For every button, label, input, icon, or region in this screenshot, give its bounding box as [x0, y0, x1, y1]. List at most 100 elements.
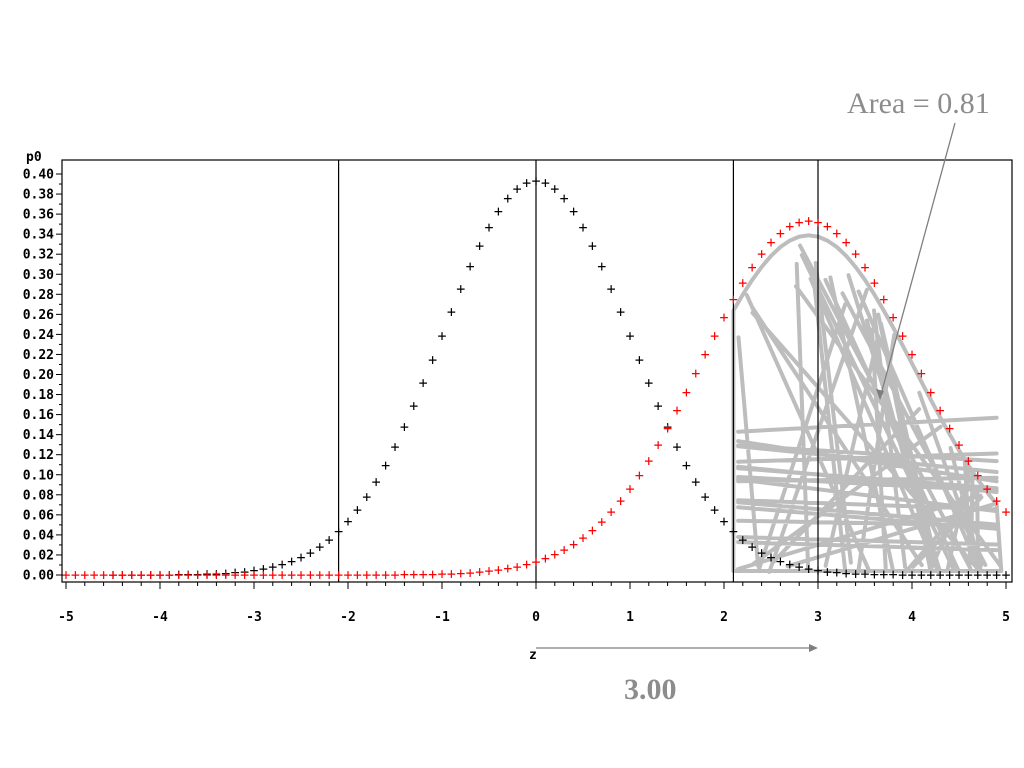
- data-point-marker: +: [917, 566, 926, 584]
- data-point-marker: +: [231, 564, 240, 582]
- data-point-marker: +: [945, 566, 954, 584]
- data-point-marker: +: [672, 402, 681, 420]
- data-point-marker: +: [362, 566, 371, 584]
- data-point-marker: +: [757, 544, 766, 562]
- data-point-marker: +: [118, 566, 127, 584]
- data-point-marker: +: [372, 473, 381, 491]
- data-point-marker: +: [860, 565, 869, 583]
- x-tick-label: 4: [908, 610, 916, 625]
- data-point-marker: +: [221, 564, 230, 582]
- shading-layer: [731, 233, 1004, 574]
- data-point-marker: +: [513, 558, 522, 576]
- data-point-marker: +: [851, 245, 860, 263]
- data-point-marker: +: [137, 566, 146, 584]
- y-tick-label: 0.36: [23, 208, 54, 223]
- data-point-marker: +: [155, 566, 164, 584]
- data-point-marker: +: [287, 566, 296, 584]
- data-point-marker: +: [654, 397, 663, 415]
- data-point-marker: +: [278, 566, 287, 584]
- data-point-marker: +: [842, 234, 851, 252]
- data-point-marker: +: [137, 566, 146, 584]
- data-point-marker: +: [607, 280, 616, 298]
- data-point-marker: +: [691, 365, 700, 383]
- data-point-marker: +: [484, 218, 493, 236]
- data-point-marker: +: [860, 259, 869, 277]
- data-point-marker: +: [456, 280, 465, 298]
- data-point-marker: +: [400, 418, 409, 436]
- x-tick-label: 3: [814, 610, 822, 625]
- data-point-marker: +: [372, 566, 381, 584]
- data-point-marker: +: [823, 563, 832, 581]
- data-point-marker: +: [278, 556, 287, 574]
- x-tick-label: -3: [246, 610, 262, 625]
- data-point-marker: +: [898, 327, 907, 345]
- data-point-marker: +: [870, 274, 879, 292]
- x-tick-label: -1: [434, 610, 450, 625]
- data-point-marker: +: [644, 452, 653, 470]
- data-point-marker: +: [832, 564, 841, 582]
- data-point-marker: +: [513, 180, 522, 198]
- data-point-marker: +: [165, 566, 174, 584]
- data-point-marker: +: [296, 566, 305, 584]
- data-point-marker: +: [61, 566, 70, 584]
- data-point-marker: +: [738, 531, 747, 549]
- data-point-marker: +: [193, 565, 202, 583]
- data-point-marker: +: [766, 234, 775, 252]
- data-point-marker: +: [240, 563, 249, 581]
- data-point-marker: +: [879, 566, 888, 584]
- y-tick-label: 0.18: [23, 388, 54, 403]
- data-point-marker: +: [174, 566, 183, 584]
- y-tick-label: 0.14: [23, 428, 54, 443]
- plot-border: [61, 159, 1013, 583]
- data-point-marker: +: [108, 566, 117, 584]
- data-point-marker: +: [804, 212, 813, 230]
- y-tick-label: 0.16: [23, 408, 54, 423]
- y-tick-label: 0.02: [23, 548, 54, 563]
- data-point-marker: +: [184, 566, 193, 584]
- data-point-marker: +: [456, 564, 465, 582]
- data-point-marker: +: [428, 565, 437, 583]
- data-point-marker: +: [362, 488, 371, 506]
- data-point-marker: +: [776, 553, 785, 571]
- data-point-marker: +: [842, 564, 851, 582]
- data-point-marker: +: [926, 566, 935, 584]
- data-point-marker: +: [503, 560, 512, 578]
- data-point-marker: +: [259, 560, 268, 578]
- data-point-marker: +: [992, 492, 1001, 510]
- data-point-marker: +: [268, 558, 277, 576]
- x-tick-label: -4: [152, 610, 168, 625]
- data-point-marker: +: [748, 259, 757, 277]
- data-point-marker: +: [691, 473, 700, 491]
- data-point-marker: +: [494, 202, 503, 220]
- data-point-marker: +: [616, 303, 625, 321]
- area-pointer-line: [879, 122, 956, 399]
- data-point-marker: +: [531, 553, 540, 571]
- data-point-marker: +: [325, 531, 334, 549]
- data-point-marker: +: [635, 466, 644, 484]
- data-point-marker: +: [907, 346, 916, 364]
- data-point-marker: +: [353, 501, 362, 519]
- data-point-marker: +: [701, 488, 710, 506]
- data-point-marker: +: [1001, 566, 1010, 584]
- y-tick-label: 0.32: [23, 248, 54, 263]
- data-point-marker: +: [409, 566, 418, 584]
- data-point-marker: +: [381, 566, 390, 584]
- data-point-marker: +: [898, 566, 907, 584]
- data-point-marker: +: [964, 452, 973, 470]
- data-point-marker: +: [334, 566, 343, 584]
- y-tick-label: 0.24: [23, 328, 54, 343]
- data-point-marker: +: [353, 566, 362, 584]
- data-point-marker: +: [729, 523, 738, 541]
- data-point-marker: +: [437, 565, 446, 583]
- data-point-marker: +: [127, 566, 136, 584]
- data-point-marker: +: [682, 456, 691, 474]
- data-point-marker: +: [466, 258, 475, 276]
- data-point-marker: +: [231, 566, 240, 584]
- shaded-area-scribble: [736, 243, 1003, 574]
- data-point-marker: +: [249, 566, 258, 584]
- data-point-marker: +: [926, 383, 935, 401]
- data-point-marker: +: [550, 180, 559, 198]
- y-tick-label: 0.00: [23, 569, 54, 584]
- y-tick-label: 0.22: [23, 348, 54, 363]
- data-point-marker: +: [174, 566, 183, 584]
